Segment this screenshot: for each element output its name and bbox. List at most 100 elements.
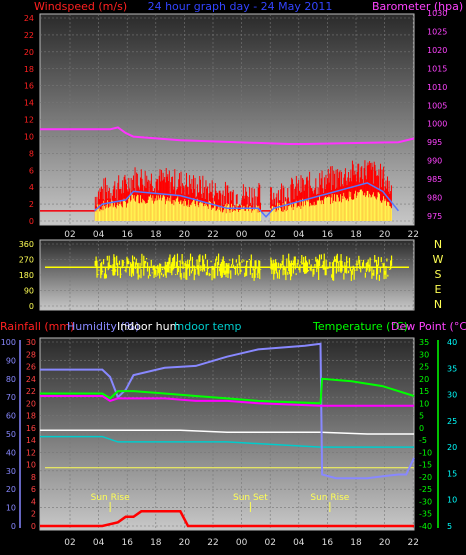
temperature-tick: -25: [419, 485, 432, 494]
barometer-tick: 1005: [427, 101, 447, 110]
temperature-tick: 20: [419, 375, 429, 384]
rainfall-tick: 12: [26, 448, 36, 457]
rainfall-tick: 28: [26, 350, 36, 359]
barometer-tick: 995: [427, 138, 442, 147]
temperature-tick: -15: [419, 461, 432, 470]
x-tick-label: 00: [236, 538, 248, 548]
humidity-tick: 100: [1, 338, 16, 347]
indoor-temp-line: [40, 435, 414, 448]
x-tick-label: 18: [150, 230, 162, 240]
humidity-tick: 0: [11, 522, 16, 531]
compass-label: N: [434, 238, 442, 251]
humidity-tick: 80: [6, 375, 16, 384]
temperature-tick: -30: [419, 497, 432, 506]
dewpoint-tick: 20: [447, 443, 457, 452]
event-label: Sun Set: [233, 493, 268, 503]
x-tick-label: 04: [93, 538, 105, 548]
x-tick-label: 22: [407, 230, 418, 240]
rainfall-tick: 14: [26, 436, 36, 445]
temperature-tick: -10: [419, 448, 432, 457]
x-tick-label: 02: [64, 230, 75, 240]
x-tick-label: 02: [264, 230, 275, 240]
humidity-tick: 60: [6, 412, 16, 421]
rainfall-tick: 4: [31, 497, 36, 506]
rainfall-tick: 22: [26, 387, 36, 396]
dewpoint-tick: 10: [447, 496, 457, 505]
windspeed-tick: 0: [29, 217, 34, 226]
windspeed-tick: 18: [24, 65, 34, 74]
humidity-tick: 40: [6, 448, 16, 457]
x-tick-label: 18: [350, 538, 362, 548]
x-tick-label: 20: [179, 230, 191, 240]
dewpoint-tick: 40: [447, 338, 457, 347]
direction-tick: 270: [19, 256, 34, 265]
windspeed-tick: 14: [24, 99, 34, 108]
dewpoint-tick: 25: [447, 417, 457, 426]
dewpoint-line: [40, 395, 414, 407]
x-tick-label: 18: [150, 538, 162, 548]
barometer-tick: 990: [427, 157, 442, 166]
rainfall-tick: 20: [26, 399, 36, 408]
dewpoint-axis-label: Dew Point (°C): [391, 320, 466, 333]
event-label: Sun Rise: [91, 493, 130, 503]
barometer-tick: 975: [427, 212, 442, 221]
x-tick-label: 02: [264, 538, 275, 548]
x-tick-label: 22: [207, 538, 218, 548]
temperature-tick: 10: [419, 399, 429, 408]
temperature-tick: -20: [419, 473, 432, 482]
rainfall-tick: 26: [26, 363, 36, 372]
wind-average-line: [40, 182, 399, 218]
temperature-tick: -40: [419, 522, 432, 531]
humidity-tick: 70: [6, 393, 16, 402]
humidity-tick: 10: [6, 504, 16, 513]
barometer-tick: 980: [427, 194, 442, 203]
x-tick-label: 04: [293, 230, 305, 240]
windspeed-tick: 20: [24, 48, 34, 57]
x-tick-label: 22: [407, 538, 418, 548]
series-layer: [40, 126, 415, 528]
windspeed-tick: 6: [29, 166, 34, 175]
graph-title: 24 hour graph day - 24 May 2011: [148, 0, 333, 13]
barometer-tick: 1015: [427, 64, 447, 73]
x-tick-label: 04: [93, 230, 105, 240]
rainfall-line: [40, 510, 414, 528]
windspeed-tick: 24: [24, 14, 34, 23]
humidity-axis-label: Humidity (%): [67, 320, 139, 333]
humidity-tick: 30: [6, 467, 16, 476]
humidity-tick: 20: [6, 485, 16, 494]
temperature-tick: 15: [419, 387, 429, 396]
indoor-hum-line: [40, 429, 414, 435]
x-tick-label: 16: [322, 230, 334, 240]
temperature-tick: -35: [419, 510, 432, 519]
rainfall-tick: 16: [26, 424, 36, 433]
barometer-line: [40, 126, 415, 145]
compass-label: E: [435, 283, 442, 296]
temperature-tick: 25: [419, 363, 429, 372]
x-tick-label: 18: [350, 230, 362, 240]
rainfall-tick: 0: [31, 522, 36, 531]
x-tick-label: 20: [179, 538, 191, 548]
dewpoint-tick: 5: [447, 522, 452, 531]
compass-label: S: [435, 268, 442, 281]
rainfall-tick: 10: [26, 461, 36, 470]
x-tick-label: 20: [379, 538, 391, 548]
barometer-tick: 1025: [427, 27, 447, 36]
x-tick-label: 20: [379, 230, 391, 240]
windspeed-tick: 10: [24, 132, 34, 141]
event-label: Sun Rise: [310, 493, 349, 503]
x-tick-label: 22: [207, 230, 218, 240]
windspeed-tick: 2: [29, 200, 34, 209]
dewpoint-tick: 15: [447, 469, 457, 478]
temperature-tick: 5: [419, 412, 424, 421]
indoor-temp-label: Indoor temp: [174, 320, 241, 333]
barometer-tick: 1020: [427, 46, 447, 55]
humidity-tick: 90: [6, 356, 16, 365]
rainfall-tick: 8: [31, 473, 36, 482]
rainfall-tick: 24: [26, 375, 36, 384]
barometer-axis-label: Barometer (hpa): [372, 0, 463, 13]
barometer-tick: 1030: [427, 9, 447, 18]
direction-tick: 0: [29, 302, 34, 311]
rainfall-tick: 6: [31, 485, 36, 494]
temperature-tick: 30: [419, 350, 429, 359]
compass-label: N: [434, 298, 442, 311]
